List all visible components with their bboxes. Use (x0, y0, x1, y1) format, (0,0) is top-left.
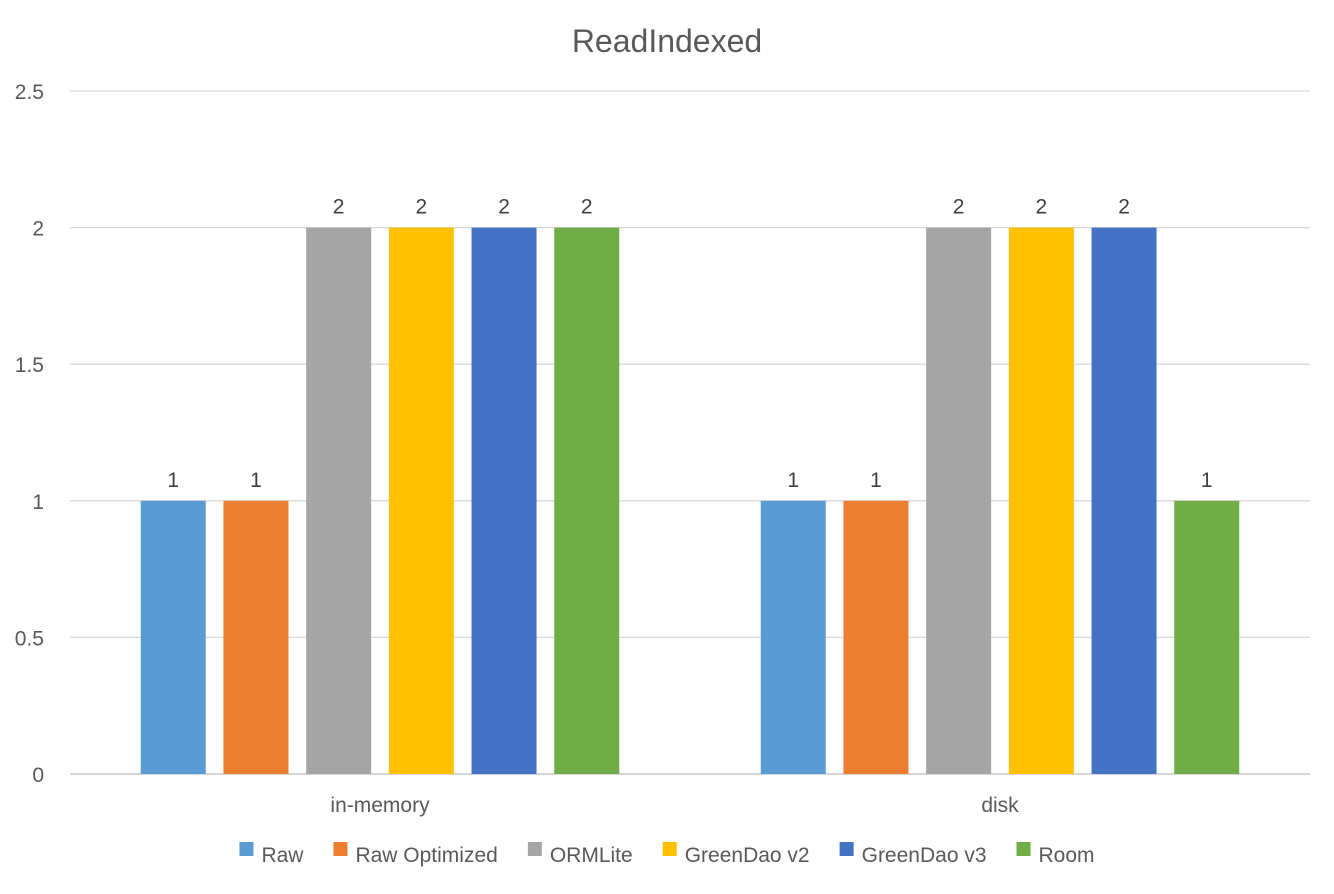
bar-room-disk (1174, 500, 1240, 774)
data-label: 2 (1036, 196, 1048, 219)
x-axis: in-memory disk (330, 794, 1019, 817)
legend-swatch (662, 842, 677, 856)
legend-item-greendao-v2[interactable]: GreenDao v2 (662, 842, 810, 867)
data-label: 2 (1118, 196, 1130, 219)
y-axis: 0 0.5 1 1.5 2 2.5 (15, 81, 44, 787)
data-label: 2 (498, 196, 510, 219)
bar-raw-optimized-disk (843, 500, 909, 774)
y-tick-label: 0.5 (15, 627, 44, 650)
data-label: 2 (581, 196, 593, 219)
data-label: 2 (953, 196, 965, 219)
legend-item-greendao-v3[interactable]: GreenDao v3 (839, 842, 987, 867)
bar-ormlite-disk (926, 227, 992, 775)
y-tick-label: 1 (32, 491, 44, 514)
legend-swatch (839, 842, 854, 856)
bar-greendao-v3-disk (1091, 227, 1157, 775)
chart-title: ReadIndexed (572, 23, 762, 59)
bar-ormlite-in-memory (306, 227, 372, 775)
legend-label: Room (1039, 844, 1095, 867)
bar-room-in-memory (554, 227, 620, 775)
legend-swatch (239, 842, 254, 856)
y-tick-label: 0 (32, 764, 44, 787)
data-label: 1 (870, 469, 882, 492)
legend-item-raw-optimized[interactable]: Raw Optimized (333, 842, 498, 867)
legend-item-raw[interactable]: Raw (239, 842, 304, 867)
legend-label: GreenDao v3 (862, 844, 987, 867)
bar-raw-in-memory (140, 500, 206, 774)
x-tick-label: in-memory (330, 794, 430, 817)
legend-label: GreenDao v2 (685, 844, 810, 867)
bar-greendao-v3-in-memory (471, 227, 537, 775)
data-label: 1 (787, 469, 799, 492)
legend-item-room[interactable]: Room (1016, 842, 1095, 867)
bar-greendao-v2-in-memory (388, 227, 454, 775)
data-labels: 1 1 2 2 2 2 1 1 2 2 2 1 (167, 196, 1212, 492)
legend[interactable]: Raw Raw Optimized ORMLite GreenDao v2 GreenD… (239, 842, 1095, 867)
bars (140, 227, 1240, 775)
data-label: 1 (1201, 469, 1213, 492)
data-label: 2 (333, 196, 345, 219)
y-tick-label: 2 (32, 218, 44, 241)
legend-label: Raw Optimized (355, 844, 497, 867)
y-tick-label: 1.5 (15, 354, 44, 377)
x-tick-label: disk (981, 794, 1019, 817)
bar-raw-disk (760, 500, 826, 774)
data-label: 1 (167, 469, 179, 492)
data-label: 1 (250, 469, 262, 492)
bar-raw-optimized-in-memory (223, 500, 289, 774)
legend-item-ormlite[interactable]: ORMLite (527, 842, 633, 867)
bar-greendao-v2-disk (1008, 227, 1074, 775)
y-tick-label: 2.5 (15, 81, 44, 104)
legend-label: ORMLite (550, 844, 633, 867)
legend-swatch (527, 842, 542, 856)
legend-label: Raw (261, 844, 304, 867)
data-label: 2 (416, 196, 428, 219)
legend-swatch (1016, 842, 1031, 856)
legend-swatch (333, 842, 348, 856)
